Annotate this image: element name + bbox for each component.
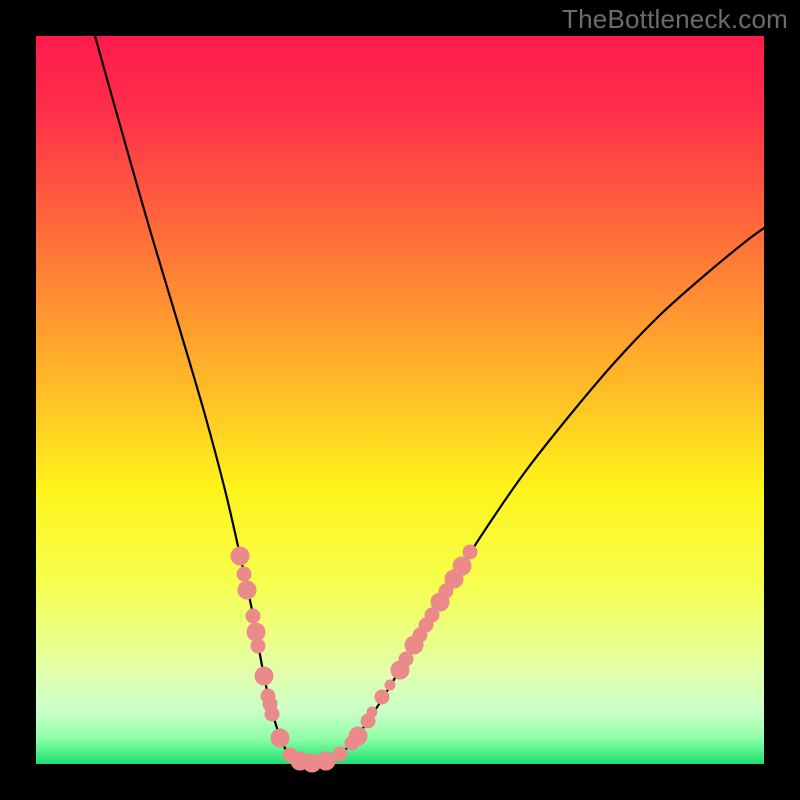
data-marker [255,667,273,685]
data-marker [367,707,377,717]
data-marker [463,545,477,559]
data-marker [271,729,289,747]
data-marker [231,547,249,565]
bottleneck-chart-svg [0,0,800,800]
watermark-text: TheBottleneck.com [562,4,788,35]
chart-stage: TheBottleneck.com [0,0,800,800]
data-marker [265,707,279,721]
data-marker [375,690,389,704]
data-marker [317,752,335,770]
data-marker [453,557,471,575]
data-marker [237,567,251,581]
data-marker [399,652,413,666]
data-marker [247,623,265,641]
data-marker [238,581,256,599]
data-marker [333,747,347,761]
data-marker [246,609,260,623]
data-marker [251,639,265,653]
data-marker [349,727,367,745]
data-marker [385,680,395,690]
